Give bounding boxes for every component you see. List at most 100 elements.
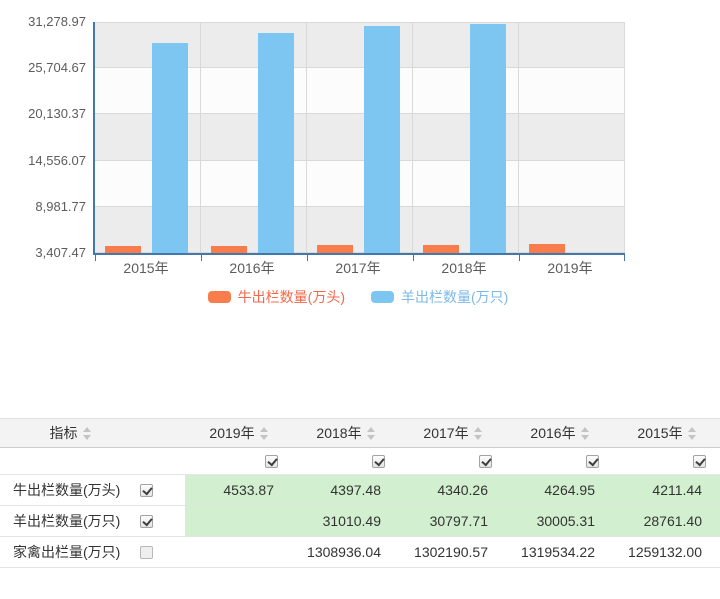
x-axis-tick (413, 255, 414, 261)
category-2015年 (95, 22, 201, 253)
column-header-indicator[interactable]: 指标 (0, 423, 185, 443)
column-header-label: 2015年 (637, 425, 683, 441)
x-axis-label-2018年: 2018年 (441, 260, 487, 276)
row-checkbox[interactable] (140, 545, 153, 559)
legend-item-sheep[interactable]: 羊出栏数量(万只) (371, 287, 508, 307)
category-2019年 (519, 22, 625, 253)
value-cell-2015年: 28761.40 (613, 506, 720, 536)
x-axis-tick (201, 255, 202, 261)
value-cell-2019年 (185, 537, 292, 567)
plot-area (93, 22, 625, 261)
legend-label-cattle: 牛出栏数量(万头) (237, 289, 345, 305)
sheep-series-swatch (371, 291, 394, 303)
x-axis-tick (95, 255, 96, 261)
bar-chart: 31,278.97 25,704.67 20,130.37 14,556.07 8,98… (0, 0, 625, 307)
column-checkbox-row (0, 448, 720, 475)
value-cell-2019年 (185, 506, 292, 536)
y-axis: 31,278.97 25,704.67 20,130.37 14,556.07 8,98… (0, 0, 86, 260)
category-2017年 (307, 22, 413, 253)
column-checkbox-2018年[interactable] (372, 454, 385, 468)
bar-cattle-2019年[interactable] (529, 243, 565, 253)
column-checkbox-cell-2017年 (399, 448, 506, 474)
legend-item-cattle[interactable]: 牛出栏数量(万头) (207, 287, 345, 307)
column-checkbox-2019年[interactable] (265, 454, 278, 468)
column-checkbox-cell-2018年 (292, 448, 399, 474)
y-axis-tick-label: 20,130.37 (28, 106, 86, 122)
column-header-2019年[interactable]: 2019年 (185, 419, 292, 447)
cattle-series-swatch (207, 291, 231, 303)
sort-icon (259, 426, 268, 440)
y-axis-tick-label: 14,556.07 (28, 152, 86, 168)
row-label: 牛出栏数量(万头) (13, 482, 121, 498)
row-checkbox-cell (140, 514, 185, 528)
y-axis-tick-label: 25,704.67 (28, 60, 86, 76)
row-checkbox[interactable] (140, 483, 153, 497)
value-cell-2018年: 31010.49 (292, 506, 399, 536)
x-axis-tick (519, 255, 520, 261)
y-axis-tick-label: 3,407.47 (35, 245, 86, 260)
column-checkbox-cell-2019年 (185, 448, 292, 474)
bar-sheep-2017年[interactable] (364, 26, 400, 253)
sort-icon (82, 426, 91, 440)
bar-categories (95, 22, 625, 253)
row-label: 羊出栏数量(万只) (13, 513, 121, 529)
x-axis-tick (307, 255, 308, 261)
bar-sheep-2018年[interactable] (470, 24, 506, 253)
value-cell-2015年: 4211.44 (613, 475, 720, 505)
value-cell-2016年: 1319534.22 (521, 544, 595, 560)
column-header-label: 2019年 (209, 425, 255, 441)
x-axis-label-2016年: 2016年 (229, 260, 275, 276)
column-header-label: 2018年 (316, 425, 362, 441)
table-header-row: 指标 2019年 2018年 2017年 2016年 2015年 (0, 419, 720, 448)
bar-cattle-2017年[interactable] (317, 245, 353, 253)
sort-icon (687, 426, 696, 440)
value-cell-2019年: 4533.87 (185, 475, 292, 505)
row-checkbox-cell (140, 545, 185, 559)
column-header-2015年[interactable]: 2015年 (613, 419, 720, 447)
row-checkbox-cell (140, 483, 185, 497)
table-row: 羊出栏数量(万只) 31010.49 30797.71 30005.31 28761.4… (0, 506, 720, 537)
column-checkbox-cell-2016年 (506, 448, 613, 474)
bar-sheep-2015年[interactable] (152, 42, 188, 253)
column-checkbox-cell-2015年 (613, 448, 720, 474)
sort-icon (580, 426, 589, 440)
column-checkbox-2016年[interactable] (586, 454, 599, 468)
value-cell-2016年: 4264.95 (506, 475, 613, 505)
value-cell-2015年: 1259132.00 (628, 544, 702, 560)
column-header-label: 指标 (49, 425, 78, 441)
y-axis-tick-label: 8,981.77 (35, 198, 86, 214)
table-row: 家禽出栏量(万只) 1308936.04 1302190.57 1319534.22 1… (0, 537, 720, 568)
x-axis-tick (624, 255, 625, 261)
legend-label-sheep: 羊出栏数量(万只) (401, 289, 509, 305)
value-cell-2017年: 30797.71 (399, 506, 506, 536)
value-cell-2017年: 4340.26 (399, 475, 506, 505)
bar-cattle-2018年[interactable] (423, 244, 459, 253)
bar-cattle-2016年[interactable] (211, 245, 247, 253)
indicator-table: 指标 2019年 2018年 2017年 2016年 2015年 牛出栏数量(万头) 45… (0, 418, 720, 568)
bar-cattle-2015年[interactable] (105, 246, 141, 253)
column-header-2016年[interactable]: 2016年 (506, 419, 613, 447)
column-checkbox-2017年[interactable] (479, 454, 492, 468)
column-checkbox-2015年[interactable] (693, 454, 706, 468)
x-axis-label-2015年: 2015年 (123, 260, 169, 276)
x-axis-label-2019年: 2019年 (547, 260, 593, 276)
value-cell-2016年: 30005.31 (506, 506, 613, 536)
sort-icon (366, 426, 375, 440)
y-axis-tick-label: 31,278.97 (28, 14, 86, 29)
column-header-label: 2016年 (530, 425, 576, 441)
sort-icon (473, 426, 482, 440)
bar-sheep-2016年[interactable] (258, 32, 294, 253)
column-header-2018年[interactable]: 2018年 (292, 419, 399, 447)
category-2016年 (201, 22, 307, 253)
value-cell-2018年: 1308936.04 (307, 544, 381, 560)
x-axis-label-2017年: 2017年 (335, 260, 381, 276)
column-header-2017年[interactable]: 2017年 (399, 419, 506, 447)
value-cell-2017年: 1302190.57 (414, 544, 488, 560)
table-row: 牛出栏数量(万头) 4533.87 4397.48 4340.26 4264.95 421… (0, 475, 720, 506)
column-header-label: 2017年 (423, 425, 469, 441)
row-checkbox[interactable] (140, 514, 153, 528)
value-cell-2018年: 4397.48 (292, 475, 399, 505)
x-axis-labels: 2015年 2016年 2017年 2018年 2019年 (93, 258, 623, 278)
category-2018年 (413, 22, 519, 253)
